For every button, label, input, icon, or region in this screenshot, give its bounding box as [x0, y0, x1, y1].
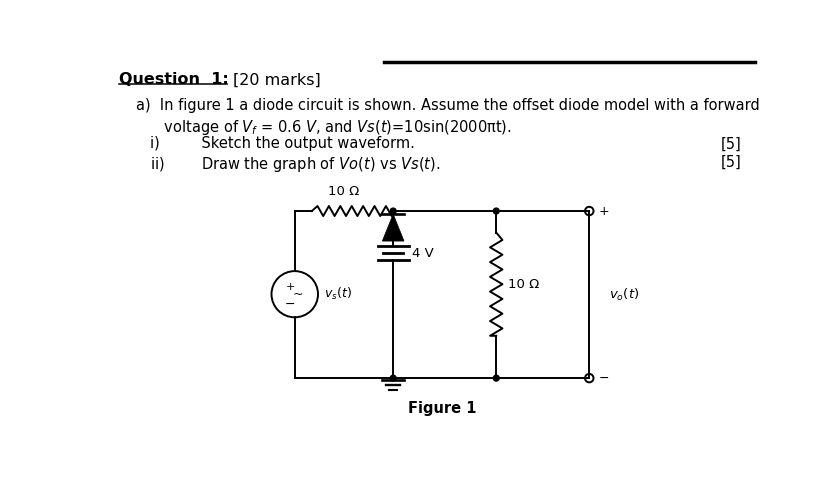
Text: Question  1:: Question 1:	[119, 73, 228, 88]
Text: [5]: [5]	[722, 155, 742, 170]
Text: +: +	[599, 204, 610, 217]
Text: $v_o(t)$: $v_o(t)$	[608, 287, 638, 303]
Text: 10 Ω: 10 Ω	[508, 278, 539, 291]
Text: a)  In figure 1 a diode circuit is shown. Assume the offset diode model with a f: a) In figure 1 a diode circuit is shown.…	[136, 98, 759, 113]
Circle shape	[390, 208, 396, 214]
Circle shape	[390, 375, 396, 381]
Text: −: −	[599, 372, 609, 385]
Text: −: −	[285, 298, 295, 311]
Text: $v_s(t)$: $v_s(t)$	[324, 286, 352, 302]
Text: Figure 1: Figure 1	[408, 401, 477, 416]
Text: [20 marks]: [20 marks]	[232, 73, 320, 88]
Circle shape	[493, 208, 499, 214]
Text: voltage of $V_f$ = 0.6 $V$, and $Vs(t)$=10sin(2000πt).: voltage of $V_f$ = 0.6 $V$, and $Vs(t)$=…	[136, 118, 512, 137]
Text: 4 V: 4 V	[412, 246, 434, 260]
Text: 10 Ω: 10 Ω	[328, 185, 360, 198]
Text: i)         Sketch the output waveform.: i) Sketch the output waveform.	[150, 136, 414, 151]
Text: ~: ~	[293, 288, 303, 301]
Circle shape	[493, 375, 499, 381]
Text: +: +	[285, 282, 294, 292]
Text: [5]: [5]	[722, 136, 742, 151]
Text: ii)        Draw the graph of $Vo(t)$ vs $Vs(t)$.: ii) Draw the graph of $Vo(t)$ vs $Vs(t)$…	[150, 155, 440, 174]
Polygon shape	[383, 214, 404, 241]
